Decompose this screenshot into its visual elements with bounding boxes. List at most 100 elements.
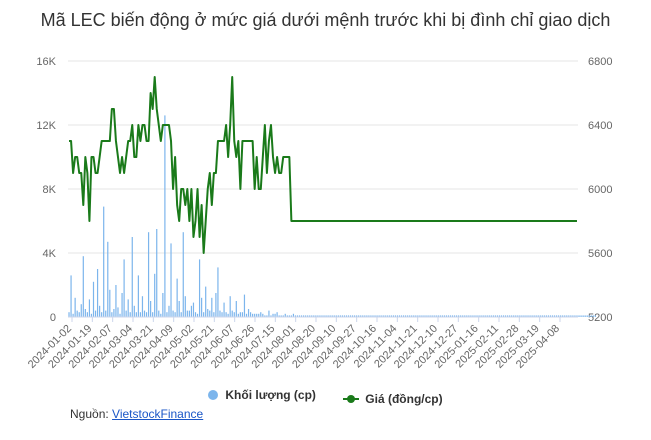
volume-bar bbox=[405, 315, 407, 317]
volume-bar bbox=[184, 296, 186, 317]
y-left-tick-label: 16K bbox=[36, 56, 56, 68]
volume-bar bbox=[290, 315, 292, 317]
volume-bar bbox=[594, 315, 596, 317]
volume-bar bbox=[421, 315, 423, 317]
legend-item-price[interactable]: Giá (đồng/cp) bbox=[343, 392, 443, 406]
volume-bar bbox=[321, 315, 323, 317]
volume-bar bbox=[292, 313, 295, 317]
volume-bar bbox=[172, 310, 174, 317]
volume-bar bbox=[131, 237, 133, 317]
volume-bar bbox=[517, 315, 519, 317]
volume-bar bbox=[564, 315, 566, 317]
volume-bar bbox=[549, 315, 552, 317]
volume-bar bbox=[396, 315, 399, 317]
volume-bar bbox=[70, 275, 72, 317]
legend-item-volume[interactable]: Khối lượng (cp) bbox=[208, 388, 316, 402]
volume-bar bbox=[152, 312, 154, 317]
volume-bar bbox=[256, 313, 258, 317]
volume-bar bbox=[496, 315, 499, 317]
volume-bar bbox=[107, 241, 109, 317]
volume-bar bbox=[227, 313, 229, 317]
volume-bar bbox=[101, 312, 103, 317]
volume-bar bbox=[311, 315, 313, 317]
volume-bar bbox=[166, 312, 168, 317]
volume-bar bbox=[562, 315, 564, 317]
volume-bar bbox=[382, 315, 384, 317]
volume-bar bbox=[435, 315, 437, 317]
volume-bar bbox=[570, 315, 572, 317]
y-right-tick-label: 6800 bbox=[588, 56, 612, 68]
volume-bar bbox=[347, 315, 350, 317]
volume-bar bbox=[568, 315, 570, 317]
volume-bar bbox=[229, 296, 231, 317]
volume-bar bbox=[317, 315, 319, 317]
volume-bars bbox=[68, 115, 596, 318]
volume-bar bbox=[535, 315, 537, 317]
volume-bar bbox=[572, 315, 574, 317]
volume-bar bbox=[588, 315, 590, 317]
volume-bar bbox=[398, 315, 401, 317]
volume-bar bbox=[523, 315, 525, 317]
volume-bar bbox=[178, 301, 180, 317]
volume-bar bbox=[207, 309, 209, 317]
volume-bar bbox=[451, 315, 454, 317]
source-link[interactable]: VietstockFinance bbox=[112, 407, 204, 421]
volume-bar bbox=[280, 315, 282, 317]
volume-bar bbox=[439, 315, 441, 317]
volume-bar bbox=[539, 315, 541, 317]
volume-bar bbox=[466, 315, 468, 317]
volume-bar bbox=[272, 313, 274, 317]
volume-bar bbox=[331, 315, 333, 317]
volume-bar bbox=[482, 315, 484, 317]
volume-bar bbox=[162, 293, 164, 317]
volume-bar bbox=[521, 315, 523, 317]
chart-title: Mã LEC biến động ở mức giá dưới mệnh trư… bbox=[40, 10, 611, 30]
volume-bar bbox=[425, 315, 427, 317]
volume-bar bbox=[339, 315, 341, 317]
volume-bar bbox=[103, 206, 105, 317]
volume-bar bbox=[82, 256, 84, 317]
volume-bar bbox=[115, 285, 117, 317]
volume-bar bbox=[209, 310, 211, 317]
volume-bar bbox=[345, 315, 348, 317]
volume-bar bbox=[502, 315, 505, 317]
volume-bar bbox=[137, 275, 139, 317]
y-left-tick-label: 12K bbox=[36, 120, 56, 132]
volume-bar bbox=[533, 315, 535, 317]
volume-bar bbox=[423, 315, 425, 317]
volume-bar bbox=[90, 313, 93, 317]
volume-bar bbox=[325, 315, 327, 317]
volume-bar bbox=[486, 315, 488, 317]
volume-bar bbox=[574, 315, 576, 317]
volume-bar bbox=[460, 315, 462, 317]
volume-bar bbox=[233, 312, 235, 317]
volume-bar bbox=[453, 315, 456, 317]
volume-bar bbox=[264, 315, 266, 317]
volume-bar bbox=[356, 315, 358, 317]
volume-bar bbox=[141, 296, 144, 317]
volume-bar bbox=[437, 315, 439, 317]
volume-bar bbox=[349, 315, 352, 317]
volume-bar bbox=[296, 315, 299, 317]
volume-bar bbox=[525, 315, 527, 317]
volume-bar bbox=[392, 315, 394, 317]
volume-bar bbox=[447, 315, 450, 317]
volume-bar bbox=[235, 301, 237, 317]
volume-bar bbox=[260, 312, 262, 317]
y-left-tick-label: 4K bbox=[43, 248, 57, 260]
volume-bar bbox=[170, 243, 172, 317]
volume-bar bbox=[186, 310, 188, 317]
volume-bar bbox=[370, 315, 372, 317]
volume-bar bbox=[547, 315, 550, 317]
volume-bar bbox=[276, 312, 278, 317]
volume-bar bbox=[337, 315, 339, 317]
volume-bar bbox=[474, 315, 476, 317]
volume-bar bbox=[88, 299, 91, 317]
volume-bar bbox=[427, 315, 429, 317]
volume-bar bbox=[282, 315, 284, 317]
volume-bar bbox=[156, 229, 158, 317]
volume-bar bbox=[527, 315, 529, 317]
volume-bar bbox=[249, 312, 252, 317]
volume-bar bbox=[445, 315, 448, 317]
volume-bar bbox=[376, 315, 378, 317]
